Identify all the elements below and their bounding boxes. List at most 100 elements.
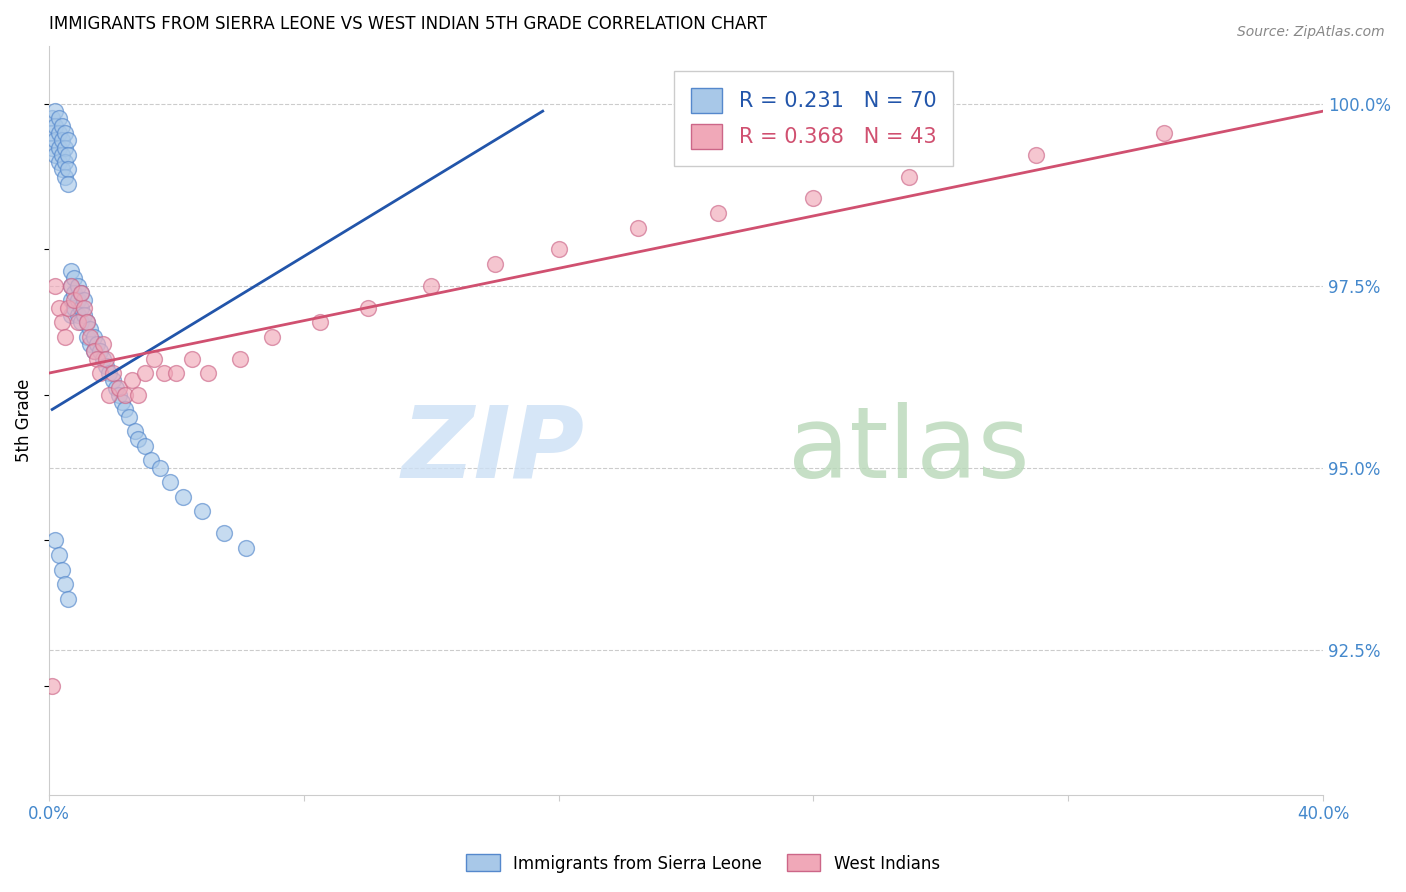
Point <box>63 301 86 315</box>
Point <box>127 388 149 402</box>
Point <box>86 337 108 351</box>
Point <box>69 315 91 329</box>
Point <box>172 490 194 504</box>
Point <box>96 351 118 366</box>
Point <box>484 257 506 271</box>
Point <box>159 475 181 490</box>
Point <box>197 366 219 380</box>
Point <box>69 286 91 301</box>
Point <box>56 591 79 606</box>
Point <box>91 337 114 351</box>
Point <box>73 308 96 322</box>
Point <box>66 308 89 322</box>
Point <box>260 329 283 343</box>
Point <box>111 395 134 409</box>
Point <box>89 344 111 359</box>
Point <box>108 381 131 395</box>
Point <box>83 344 105 359</box>
Point <box>56 301 79 315</box>
Point <box>44 533 66 548</box>
Point <box>48 301 70 315</box>
Point <box>134 366 156 380</box>
Point <box>79 329 101 343</box>
Point <box>152 366 174 380</box>
Point <box>56 148 79 162</box>
Point <box>51 119 73 133</box>
Point <box>627 220 650 235</box>
Point <box>48 112 70 126</box>
Point <box>44 133 66 147</box>
Point <box>91 351 114 366</box>
Point <box>51 148 73 162</box>
Point <box>149 460 172 475</box>
Point <box>98 366 121 380</box>
Text: atlas: atlas <box>787 401 1029 499</box>
Point <box>41 126 63 140</box>
Point <box>41 679 63 693</box>
Point <box>66 315 89 329</box>
Point <box>181 351 204 366</box>
Point <box>898 169 921 184</box>
Point <box>143 351 166 366</box>
Point <box>127 432 149 446</box>
Text: Source: ZipAtlas.com: Source: ZipAtlas.com <box>1237 25 1385 39</box>
Point <box>69 301 91 315</box>
Point <box>44 119 66 133</box>
Point <box>235 541 257 555</box>
Point <box>803 191 825 205</box>
Point <box>165 366 187 380</box>
Point <box>89 366 111 380</box>
Point <box>53 329 76 343</box>
Point <box>66 293 89 308</box>
Point <box>48 140 70 154</box>
Point <box>51 315 73 329</box>
Point <box>1153 126 1175 140</box>
Point <box>98 388 121 402</box>
Point <box>420 278 443 293</box>
Text: IMMIGRANTS FROM SIERRA LEONE VS WEST INDIAN 5TH GRADE CORRELATION CHART: IMMIGRANTS FROM SIERRA LEONE VS WEST IND… <box>49 15 766 33</box>
Point <box>53 126 76 140</box>
Point <box>117 409 139 424</box>
Point <box>66 278 89 293</box>
Point <box>44 278 66 293</box>
Point <box>114 402 136 417</box>
Point <box>60 293 83 308</box>
Point <box>108 388 131 402</box>
Point <box>69 286 91 301</box>
Legend: Immigrants from Sierra Leone, West Indians: Immigrants from Sierra Leone, West India… <box>460 847 946 880</box>
Point <box>139 453 162 467</box>
Point <box>79 337 101 351</box>
Point <box>63 286 86 301</box>
Point <box>51 562 73 576</box>
Point <box>63 271 86 285</box>
Point <box>191 504 214 518</box>
Point <box>41 112 63 126</box>
Point <box>60 264 83 278</box>
Point <box>308 315 330 329</box>
Point <box>121 373 143 387</box>
Point <box>51 162 73 177</box>
Point <box>76 315 98 329</box>
Point <box>48 126 70 140</box>
Point <box>104 381 127 395</box>
Point <box>1025 148 1047 162</box>
Point <box>44 104 66 119</box>
Point <box>707 206 730 220</box>
Y-axis label: 5th Grade: 5th Grade <box>15 379 32 462</box>
Point <box>51 133 73 147</box>
Point <box>56 133 79 147</box>
Point <box>53 155 76 169</box>
Point <box>48 548 70 562</box>
Point <box>86 351 108 366</box>
Point <box>114 388 136 402</box>
Point <box>60 308 83 322</box>
Point <box>60 278 83 293</box>
Point <box>56 177 79 191</box>
Point <box>76 329 98 343</box>
Point <box>53 577 76 591</box>
Point <box>83 329 105 343</box>
Point <box>44 148 66 162</box>
Point <box>73 293 96 308</box>
Point <box>101 373 124 387</box>
Point <box>229 351 252 366</box>
